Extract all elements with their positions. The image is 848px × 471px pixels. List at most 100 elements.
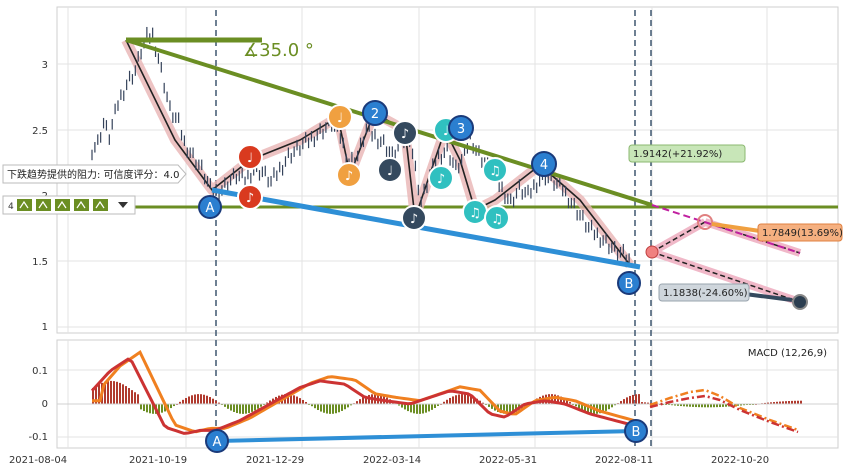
chart-pattern-icon[interactable] bbox=[36, 199, 51, 211]
macd-histogram-bar bbox=[341, 404, 343, 411]
macd-histogram-bar bbox=[569, 402, 571, 404]
macd-histogram-bar bbox=[638, 394, 640, 404]
macd-histogram-bar bbox=[329, 404, 331, 414]
point-a-top: A bbox=[198, 195, 222, 219]
macd-histogram-bar bbox=[764, 402, 766, 404]
macd-histogram-bar bbox=[584, 404, 586, 412]
macd-histogram-bar bbox=[335, 404, 337, 414]
macd-histogram-bar bbox=[302, 399, 304, 404]
macd-histogram-bar bbox=[581, 404, 583, 411]
chart-pattern-icon[interactable] bbox=[74, 199, 89, 211]
macd-histogram-bar bbox=[347, 404, 349, 408]
macd-histogram-bar bbox=[782, 401, 784, 404]
pattern-marker: 3 bbox=[448, 115, 474, 141]
macd-histogram-bar bbox=[698, 404, 700, 408]
callout-down-text: 1.1838(-24.60%) bbox=[663, 288, 748, 299]
macd-histogram-bar bbox=[470, 395, 472, 404]
macd-histogram-bar bbox=[416, 404, 418, 414]
chart-pattern-icon[interactable] bbox=[17, 199, 32, 211]
macd-histogram-bar bbox=[227, 404, 229, 409]
macd-histogram-bar bbox=[512, 404, 514, 413]
macd-histogram-bar bbox=[332, 404, 334, 414]
macd-histogram-bar bbox=[410, 404, 412, 413]
pattern-marker-label: ♩ bbox=[247, 151, 253, 166]
macd-histogram-bar bbox=[134, 392, 136, 404]
macd-projection-orange bbox=[649, 388, 799, 432]
projection-mid-point bbox=[697, 214, 713, 230]
macd-histogram-bar bbox=[629, 395, 631, 404]
macd-histogram-bar bbox=[119, 382, 121, 404]
macd-histogram-bar bbox=[404, 404, 406, 410]
macd-histogram-bar bbox=[191, 395, 193, 404]
x-ticks: 2021-08-04 2021-10-19 2021-12-29 2022-03… bbox=[9, 455, 769, 466]
macd-histogram-bar bbox=[326, 404, 328, 414]
pattern-marker-label: ♫ bbox=[491, 212, 503, 227]
macd-histogram-bar bbox=[785, 401, 787, 404]
macd-histogram-bar bbox=[605, 404, 607, 411]
projection-start-point bbox=[645, 245, 659, 259]
macd-histogram-bar bbox=[692, 404, 694, 407]
macd-histogram-bar bbox=[152, 404, 154, 414]
pattern-marker-label: ♪ bbox=[437, 172, 445, 187]
macd-histogram-bar bbox=[248, 404, 250, 413]
pattern-marker: 4 bbox=[531, 151, 557, 177]
macd-histogram-bar bbox=[566, 400, 568, 404]
projection-end-point bbox=[792, 294, 808, 310]
macd-histogram-bar bbox=[365, 396, 367, 404]
macd-histogram-bar bbox=[98, 384, 100, 404]
macd-histogram-bar bbox=[704, 404, 706, 408]
macd-histogram-bar bbox=[608, 404, 610, 410]
pattern-marker: ♪ bbox=[401, 205, 427, 231]
macd-tick-0-1: 0.1 bbox=[32, 366, 48, 377]
y-tick-2-5: 2.5 bbox=[32, 126, 48, 137]
macd-signal-line bbox=[92, 349, 641, 434]
macd-histogram-bar bbox=[299, 398, 301, 404]
macd-histogram-bar bbox=[641, 402, 643, 404]
macd-histogram-bar bbox=[701, 404, 703, 408]
macd-histogram-bar bbox=[92, 387, 94, 404]
macd-histogram-bar bbox=[425, 404, 427, 413]
arrow-to-end bbox=[744, 292, 793, 302]
callout-down-box bbox=[658, 283, 750, 302]
macd-histogram-bar bbox=[689, 404, 691, 407]
macd-histogram-bar bbox=[716, 404, 718, 408]
macd-histogram-bar bbox=[164, 404, 166, 412]
pattern-marker-label: ♩ bbox=[337, 111, 343, 126]
macd-histogram-bar bbox=[254, 404, 256, 411]
macd-histogram-bar bbox=[344, 404, 346, 410]
macd-histogram-bar bbox=[203, 394, 205, 404]
macd-histogram-bar bbox=[242, 404, 244, 414]
macd-histogram-bar bbox=[137, 394, 139, 404]
macd-histogram-bar bbox=[767, 402, 769, 404]
y-tick-1-0: 1 bbox=[42, 322, 48, 333]
pattern-marker: ♪ bbox=[428, 165, 454, 191]
macd-histogram-bar bbox=[197, 394, 199, 404]
pattern-marker-label: ♪ bbox=[345, 169, 353, 184]
chart-pattern-icon[interactable] bbox=[93, 199, 108, 211]
dropdown-icon[interactable] bbox=[118, 202, 128, 208]
macd-histogram-bar bbox=[413, 404, 415, 414]
macd-histogram-bar bbox=[428, 404, 430, 412]
x-tick-4: 2022-05-31 bbox=[479, 455, 537, 466]
macd-histogram-bar bbox=[725, 404, 727, 407]
macd-histogram-bar bbox=[200, 394, 202, 404]
chart-pattern-icon[interactable] bbox=[55, 199, 70, 211]
macd-histogram-bar bbox=[230, 404, 232, 411]
macd-histogram-bar bbox=[620, 401, 622, 404]
macd-histogram-bar bbox=[557, 395, 559, 404]
macd-histogram-bar bbox=[674, 404, 676, 406]
x-tick-6: 2022-10-20 bbox=[711, 455, 769, 466]
macd-histogram-bar bbox=[575, 404, 577, 407]
svg-text:A: A bbox=[206, 201, 215, 216]
callout-mid-text: 1.7849(13.69%) bbox=[762, 228, 843, 239]
x-tick-0: 2021-08-04 bbox=[9, 455, 67, 466]
macd-histogram-bar bbox=[161, 404, 163, 413]
macd-histogram-bar bbox=[449, 397, 451, 404]
pattern-marker: ♩ bbox=[377, 157, 403, 183]
macd-histogram-bar bbox=[266, 402, 268, 404]
macd-histogram-bar bbox=[791, 400, 793, 404]
macd-histogram-bar bbox=[437, 404, 439, 406]
macd-histogram-bar bbox=[236, 404, 238, 414]
macd-histogram-bar bbox=[125, 386, 127, 404]
macd-histogram-bar bbox=[443, 401, 445, 404]
